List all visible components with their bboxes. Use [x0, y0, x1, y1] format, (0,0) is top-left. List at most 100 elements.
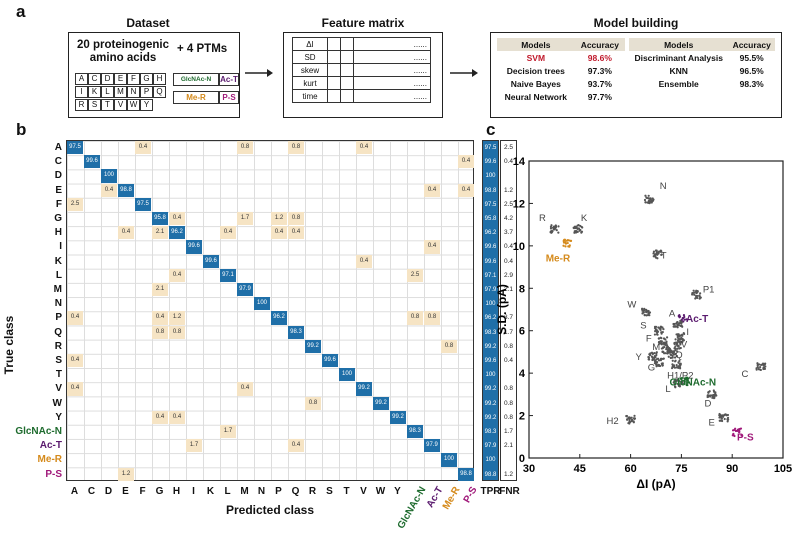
scatter-point — [656, 357, 660, 360]
scatter-point — [653, 360, 657, 363]
scatter-point — [698, 297, 701, 300]
scatter-point — [732, 432, 735, 435]
scatter-point — [654, 256, 658, 259]
scatter-point — [647, 358, 651, 361]
cm-offdiag-cell: 0.4 — [169, 410, 185, 424]
feature-values: ...... — [353, 63, 431, 77]
amino-acid-box: I — [75, 86, 88, 98]
scatter-point — [661, 357, 664, 361]
scatter-point — [680, 336, 683, 339]
scatter-point — [664, 338, 667, 341]
scatter-point — [680, 377, 683, 381]
scatter-point — [648, 353, 651, 356]
model-accuracy: 93.7% — [587, 78, 612, 89]
scatter-point — [564, 241, 567, 244]
model-table-right: Models Accuracy Discriminant Analysis 95.5%… — [629, 38, 775, 90]
scatter-point — [726, 418, 729, 421]
scatter-point — [694, 294, 698, 298]
y-tick-label: 4 — [519, 368, 526, 380]
cluster-label: R — [539, 213, 546, 224]
tpr-value: 99.2 — [484, 414, 497, 421]
cluster-label: C — [742, 369, 749, 380]
tpr-value: 99.6 — [484, 159, 497, 166]
cm-offdiag-cell: 0.8 — [441, 339, 457, 353]
scatter-point — [712, 395, 715, 398]
scatter-point — [673, 382, 676, 386]
scatter-point — [692, 289, 695, 292]
cm-col-label: L — [224, 485, 231, 497]
fnr-column — [500, 140, 517, 481]
cluster-label: K — [581, 213, 588, 224]
scatter-point — [673, 380, 676, 383]
scatter-point — [718, 416, 721, 419]
tpr-value: 95.8 — [484, 216, 497, 222]
cm-offdiag-cell: 0.8 — [288, 212, 304, 226]
cm-offdiag-cell: 0.4 — [271, 226, 287, 240]
scatter-point — [632, 417, 636, 420]
scatter-point — [698, 295, 701, 298]
dataset-text-line1: 20 proteinogenic — [76, 39, 170, 51]
cm-offdiag-cell: 0.4 — [288, 226, 304, 240]
cm-diagonal-cell: 97.1 — [220, 268, 236, 282]
cm-offdiag-cell: 0.4 — [356, 254, 372, 268]
cm-row-label: L — [55, 269, 62, 281]
cluster-label: Me-R — [546, 254, 571, 265]
cm-offdiag-cell: 0.4 — [424, 183, 440, 197]
scatter-point — [641, 309, 644, 312]
scatter-point — [660, 341, 663, 344]
feature-col — [340, 50, 354, 64]
cm-diagonal-cell: 96.2 — [271, 311, 287, 325]
scatter-point — [759, 365, 762, 369]
scatter-point — [663, 341, 666, 345]
feature-matrix-box: ΔI...... SD...... skew...... kurt...... time… — [283, 32, 443, 118]
scatter-point — [655, 249, 658, 252]
model-name: KNN — [669, 65, 688, 76]
cm-offdiag-cell: 0.4 — [67, 311, 83, 325]
scatter-point — [549, 227, 553, 230]
model-table-left: Models Accuracy SVM 98.6% Decision trees 97.3… — [497, 38, 625, 103]
amino-acid-box: N — [127, 86, 140, 98]
model-name: SVM — [526, 52, 546, 63]
scatter-point — [644, 194, 647, 197]
scatter-point — [660, 253, 663, 256]
cm-col-label: G — [155, 485, 164, 497]
cm-offdiag-cell: 2.1 — [152, 226, 168, 240]
feature-row: time...... — [292, 89, 431, 103]
cm-offdiag-cell: 0.8 — [407, 311, 423, 325]
scatter-point — [720, 417, 724, 420]
cm-offdiag-cell: 0.4 — [67, 382, 83, 396]
cluster-label: F — [646, 333, 652, 344]
cm-diagonal-cell: 96.2 — [169, 226, 185, 240]
scatter-point — [679, 343, 682, 346]
scatter-point — [628, 418, 631, 422]
cm-diagonal-cell: 99.6 — [84, 155, 100, 169]
scatter-point — [550, 224, 553, 227]
scatter-point — [736, 429, 739, 432]
tpr-value: 96.2 — [484, 230, 497, 237]
fnr-value: 2.5 — [503, 200, 514, 208]
y-tick-label: 6 — [519, 326, 525, 338]
scatter-point — [726, 420, 729, 423]
feature-row: ΔI...... — [292, 37, 431, 51]
cm-col-label: M — [240, 485, 249, 497]
cm-row-label: R — [54, 340, 62, 352]
cm-offdiag-cell: 0.4 — [356, 141, 372, 155]
cluster-label: H2 — [607, 416, 619, 427]
scatter-point — [564, 245, 567, 248]
scatter-point — [671, 356, 674, 359]
cm-col-label: C — [87, 485, 96, 497]
scatter-point — [675, 333, 678, 336]
model-building-box: Models Accuracy SVM 98.6% Decision trees 97.3… — [490, 32, 782, 118]
cluster-label: Q — [675, 350, 682, 361]
scatter-point — [626, 418, 629, 421]
scatter-point — [577, 227, 580, 230]
cm-offdiag-cell: 0.4 — [458, 183, 474, 197]
scatter-point — [565, 239, 569, 242]
scatter-point — [647, 309, 650, 313]
scatter-panel: 30 45 60 75 90 105 0 2 4 6 8 10 12 14 ΔI (pA) S.D. (pA)… — [495, 150, 796, 539]
scatter-point — [706, 395, 709, 399]
scatter-point — [681, 317, 684, 320]
scatter-point — [683, 382, 686, 385]
scatter-point — [676, 341, 679, 344]
scatter-point — [674, 345, 677, 348]
